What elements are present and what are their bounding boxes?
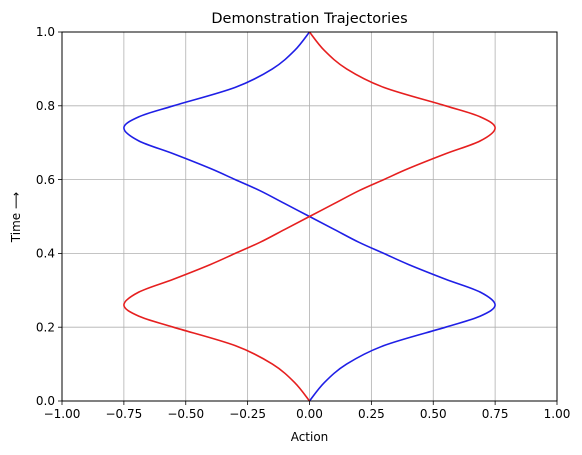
- y-tick-label: 0.2: [36, 320, 55, 334]
- x-tick-label: 0.00: [296, 407, 323, 421]
- y-axis-label: Time ⟶: [9, 192, 23, 243]
- y-tick-label: 0.8: [36, 99, 55, 113]
- x-tick-label: −1.00: [44, 407, 81, 421]
- x-tick-label: −0.50: [167, 407, 204, 421]
- chart-title: Demonstration Trajectories: [211, 11, 407, 27]
- x-tick-label: 1.00: [544, 407, 571, 421]
- y-axis-ticks: 0.0 0.2 0.4 0.6 0.8 1.0: [36, 25, 62, 408]
- y-tick-label: 0.6: [36, 173, 55, 187]
- x-tick-label: −0.75: [105, 407, 142, 421]
- x-tick-label: 0.25: [358, 407, 385, 421]
- x-axis-ticks: −1.00 −0.75 −0.50 −0.25 0.00 0.25 0.50 0.75 1.00: [44, 401, 571, 421]
- x-tick-label: −0.25: [229, 407, 266, 421]
- y-tick-label: 0.0: [36, 394, 55, 408]
- y-tick-label: 0.4: [36, 247, 55, 261]
- x-tick-label: 0.50: [420, 407, 447, 421]
- series-line-2: [123, 31, 496, 402]
- y-tick-label: 1.0: [36, 25, 55, 39]
- series-lines: [123, 31, 496, 402]
- x-tick-label: 0.75: [482, 407, 509, 421]
- x-axis-label: Action: [291, 430, 329, 444]
